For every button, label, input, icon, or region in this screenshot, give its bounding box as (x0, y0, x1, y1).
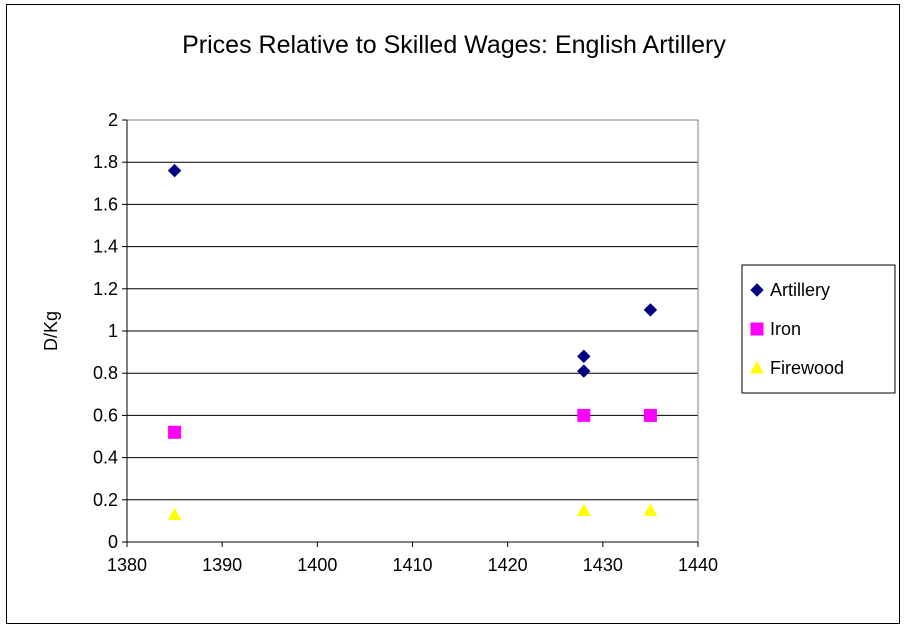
chart-title: Prices Relative to Skilled Wages: Englis… (182, 31, 726, 59)
x-tick-label: 1430 (583, 555, 623, 575)
y-tick-label: 1.6 (93, 194, 118, 214)
x-tick-label: 1390 (202, 555, 242, 575)
y-axis-label: D/Kg (41, 311, 61, 351)
x-tick-label: 1410 (392, 555, 432, 575)
firewood-point (576, 503, 591, 516)
legend-firewood-marker (750, 360, 764, 374)
legend-iron-marker (750, 322, 764, 336)
x-tick-label: 1440 (678, 555, 718, 575)
legend (741, 264, 896, 394)
y-tick-label: 1 (108, 321, 118, 341)
firewood-point (643, 503, 658, 516)
legend-artillery-label: Artillery (770, 280, 830, 300)
iron-point (168, 425, 182, 439)
artillery-point (643, 303, 658, 317)
y-tick-label: 0.8 (93, 363, 118, 383)
y-tick-label: 2 (108, 110, 118, 130)
y-tick-label: 1.2 (93, 279, 118, 299)
artillery-point (577, 364, 591, 378)
firewood-point (167, 507, 182, 521)
y-tick-label: 0.2 (93, 490, 118, 510)
legend-iron-label: Iron (770, 319, 801, 339)
legend-entries: Artillery Iron Firewood (750, 280, 844, 378)
y-tick-label: 0.6 (93, 405, 118, 425)
legend-firewood-label: Firewood (770, 358, 844, 378)
x-tick-label: 1380 (107, 555, 147, 575)
x-tick-label: 1420 (488, 555, 528, 575)
legend-artillery-marker (750, 283, 764, 297)
iron-point (643, 408, 657, 422)
artillery-point (577, 349, 591, 364)
axes: 0 0.2 0.4 0.6 0.8 1 1.2 1.4 1.6 1.8 2 1380 1390 1400 1… (93, 110, 718, 575)
y-tick-label: 0 (108, 532, 118, 552)
x-tick-label: 1400 (297, 555, 337, 575)
y-tick-label: 1.8 (93, 152, 118, 172)
y-tick-label: 1.4 (93, 237, 118, 257)
y-tick-label: 0.4 (93, 448, 118, 468)
grid-lines (127, 161, 698, 501)
data-points (167, 163, 658, 521)
iron-point (577, 408, 591, 422)
artillery-point (167, 163, 182, 178)
